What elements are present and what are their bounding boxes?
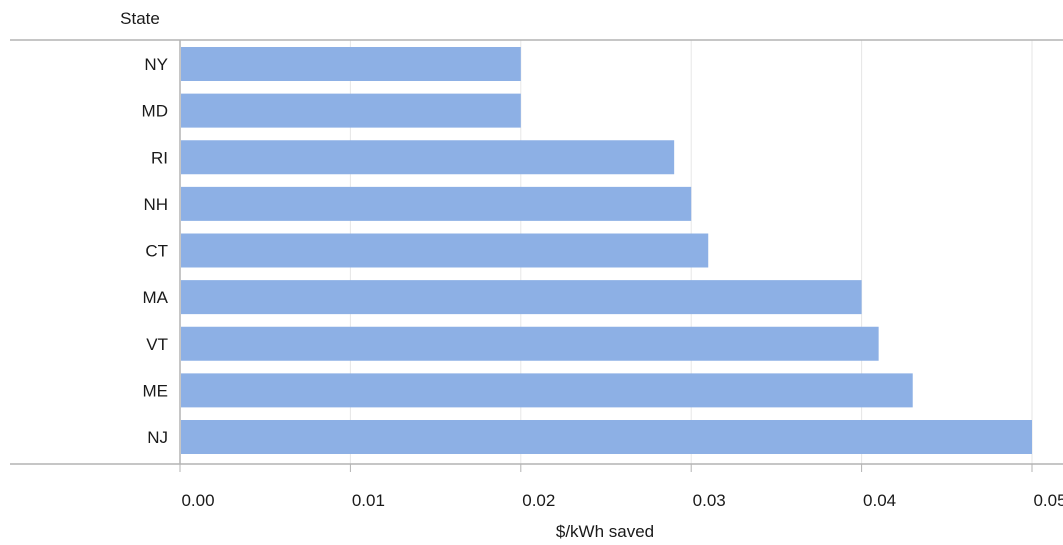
category-label: MD — [142, 102, 168, 121]
category-labels: NY MD RI NH CT MA VT ME NJ — [142, 55, 169, 447]
category-label: ME — [143, 381, 169, 400]
category-label: NY — [144, 55, 168, 74]
bars — [181, 47, 1032, 454]
x-axis-title: $/kWh saved — [556, 522, 654, 541]
chart-frame — [10, 39, 1063, 465]
category-label: NJ — [147, 428, 168, 447]
x-tick-label: 0.05 — [1033, 491, 1063, 510]
bar-md[interactable] — [181, 93, 521, 128]
category-label: CT — [145, 242, 168, 261]
x-tick-label: 0.04 — [863, 491, 896, 510]
bar-ny[interactable] — [181, 47, 521, 81]
bar-nj[interactable] — [181, 420, 1032, 454]
x-tick-label: 0.02 — [522, 491, 555, 510]
bar-ma[interactable] — [181, 280, 862, 315]
x-tick-label: 0.03 — [693, 491, 726, 510]
category-label: VT — [146, 335, 168, 354]
bar-vt[interactable] — [181, 326, 879, 361]
bar-ct[interactable] — [181, 233, 709, 268]
x-tick-label: 0.01 — [352, 491, 385, 510]
bar-ri[interactable] — [181, 140, 675, 175]
category-axis-title: State — [120, 9, 160, 28]
category-label: MA — [143, 288, 169, 307]
x-tick-label: 0.00 — [181, 491, 214, 510]
bar-me[interactable] — [181, 373, 913, 408]
category-label: NH — [143, 195, 168, 214]
category-label: RI — [151, 148, 168, 167]
bar-nh[interactable] — [181, 186, 692, 221]
x-axis-ticks: 0.00 0.01 0.02 0.03 0.04 0.05 — [179, 464, 1063, 510]
